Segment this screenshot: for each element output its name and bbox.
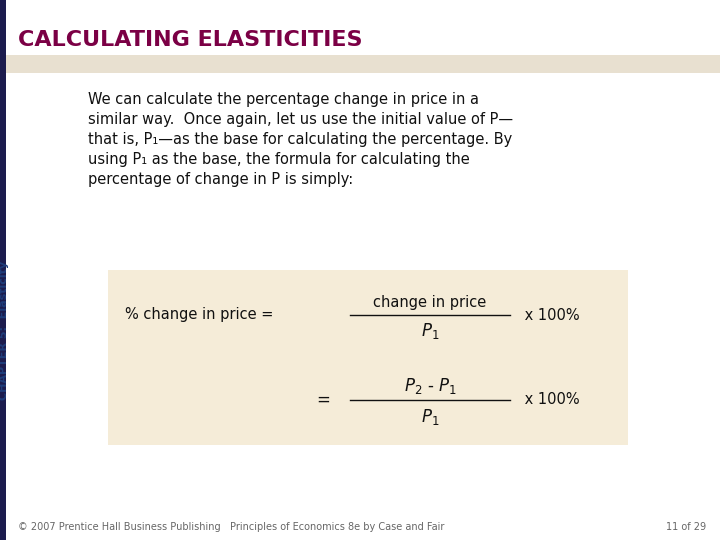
Text: We can calculate the percentage change in price in a: We can calculate the percentage change i… xyxy=(88,92,479,107)
Text: $\it{P}_2$ - $\it{P}_1$: $\it{P}_2$ - $\it{P}_1$ xyxy=(403,376,456,396)
FancyBboxPatch shape xyxy=(0,0,6,540)
Text: percentage of change in P is simply:: percentage of change in P is simply: xyxy=(88,172,354,187)
Text: that is, P₁—as the base for calculating the percentage. By: that is, P₁—as the base for calculating … xyxy=(88,132,512,147)
Text: CALCULATING ELASTICITIES: CALCULATING ELASTICITIES xyxy=(18,30,362,50)
Text: $\it{P}_1$: $\it{P}_1$ xyxy=(420,321,439,341)
Text: =: = xyxy=(316,391,330,409)
Text: x 100%: x 100% xyxy=(520,307,580,322)
Text: % change in price =: % change in price = xyxy=(125,307,274,322)
Text: 11 of 29: 11 of 29 xyxy=(666,522,706,532)
Text: CHAPTER 5:  Elasticity: CHAPTER 5: Elasticity xyxy=(0,260,9,400)
FancyBboxPatch shape xyxy=(108,270,628,445)
Text: similar way.  Once again, let us use the initial value of P—: similar way. Once again, let us use the … xyxy=(88,112,513,127)
Text: $\it{P}_1$: $\it{P}_1$ xyxy=(420,407,439,427)
Text: x 100%: x 100% xyxy=(520,393,580,408)
Text: change in price: change in price xyxy=(374,294,487,309)
Text: using P₁ as the base, the formula for calculating the: using P₁ as the base, the formula for ca… xyxy=(88,152,469,167)
FancyBboxPatch shape xyxy=(0,55,720,73)
Text: © 2007 Prentice Hall Business Publishing   Principles of Economics 8e by Case an: © 2007 Prentice Hall Business Publishing… xyxy=(18,522,444,532)
